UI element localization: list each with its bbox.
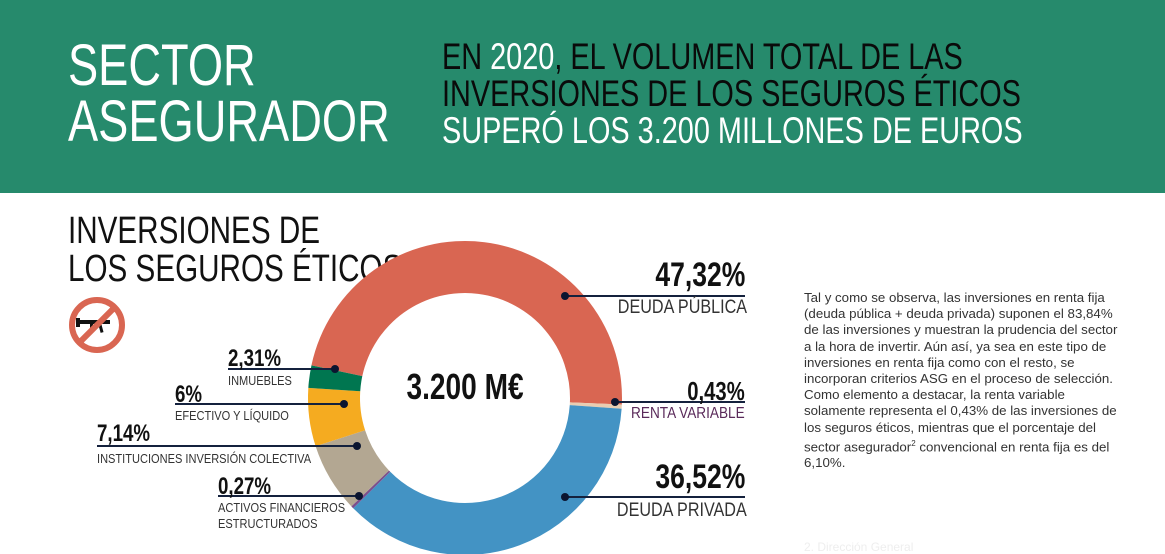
label-activos: ACTIVOS FINANCIEROS ESTRUCTURADOS	[218, 500, 346, 531]
leader-dot-4	[353, 442, 361, 450]
footnote: 2. Dirección General	[804, 540, 914, 554]
label-renta-variable-pct: 0,43%	[687, 376, 745, 406]
donut-slice-4	[315, 430, 389, 507]
label-deuda-privada-pct: 36,52%	[655, 458, 745, 496]
label-renta-variable: RENTA VARIABLE	[631, 405, 745, 422]
label-deuda-publica: DEUDA PÚBLICA	[617, 297, 747, 318]
chart-title: INVERSIONES DE LOS SEGUROS ÉTICOS	[68, 210, 403, 290]
label-inmuebles-pct: 2,31%	[228, 345, 282, 372]
body-paragraph: Tal y como se observa, las inversiones e…	[804, 290, 1118, 471]
no-weapons-icon	[69, 297, 125, 353]
leader-dot-5	[340, 400, 348, 408]
leader-dot-3	[355, 492, 363, 500]
label-deuda-publica-pct: 47,32%	[655, 256, 745, 294]
donut-slice-2	[353, 405, 622, 554]
label-efectivo-pct: 6%	[175, 381, 203, 408]
label-efectivo: EFECTIVO Y LÍQUIDO	[175, 408, 289, 423]
section-title: SECTOR ASEGURADOR	[68, 33, 390, 154]
donut-slice-6	[308, 365, 363, 392]
label-iic-pct: 7,14%	[97, 420, 151, 447]
center-total: 3.200 M€	[406, 366, 524, 407]
donut-slice-1	[569, 402, 622, 409]
leader-dot-0	[561, 292, 569, 300]
leader-dot-6	[331, 365, 339, 373]
label-deuda-privada: DEUDA PRIVADA	[617, 500, 747, 521]
leader-dot-1	[611, 398, 619, 406]
header-banner: SECTOR ASEGURADOR EN 2020, EL VOLUMEN TO…	[0, 0, 1165, 193]
label-inmuebles: INMUEBLES	[228, 373, 292, 388]
donut-slice-0	[311, 240, 623, 405]
label-iic: INSTITUCIONES INVERSIÓN COLECTIVA	[97, 451, 312, 466]
headline: EN 2020, EL VOLUMEN TOTAL DE LAS INVERSI…	[442, 36, 1023, 151]
leader-dot-2	[561, 493, 569, 501]
donut-slice-5	[308, 387, 366, 447]
label-activos-pct: 0,27%	[218, 473, 272, 500]
